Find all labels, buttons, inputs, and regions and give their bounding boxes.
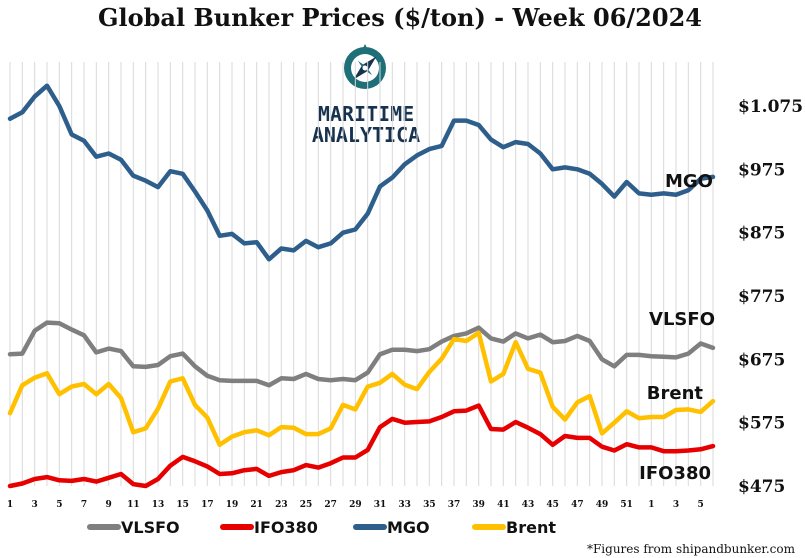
- label-vlsfo: VLSFO: [649, 309, 715, 330]
- label-mgo: MGO: [665, 171, 713, 192]
- legend-label-mgo: MGO: [387, 518, 430, 537]
- x-tick-label: 9: [106, 500, 112, 510]
- label-brent: Brent: [647, 383, 704, 404]
- x-tick-label: 25: [300, 500, 313, 510]
- legend: VLSFO IFO380 MGO Brent: [87, 518, 556, 537]
- x-tick-label: 11: [127, 500, 140, 510]
- x-tick-label: 45: [546, 500, 559, 510]
- y-tick-label: $875: [738, 224, 785, 244]
- x-tick-label: 43: [522, 500, 535, 510]
- y-axis-ticks: $475 $575 $675 $775 $875 $975 $1.075: [738, 97, 803, 497]
- series-line-mgo: [7, 83, 716, 262]
- x-tick-label: 31: [374, 500, 387, 510]
- x-tick-label: 5: [698, 500, 704, 510]
- x-tick-label: 5: [56, 500, 62, 510]
- x-tick-label: 23: [275, 500, 288, 510]
- chart-title: Global Bunker Prices ($/ton) - Week 06/2…: [98, 3, 702, 32]
- x-tick-label: 27: [324, 500, 337, 510]
- x-tick-label: 21: [250, 500, 263, 510]
- legend-label-brent: Brent: [506, 518, 556, 537]
- series-line-vlsfo: [7, 320, 716, 388]
- x-tick-label: 13: [152, 500, 165, 510]
- x-tick-label: 41: [497, 500, 510, 510]
- x-tick-label: 29: [349, 500, 362, 510]
- x-tick-label: 35: [423, 500, 436, 510]
- y-tick-label: $1.075: [738, 97, 803, 117]
- y-tick-label: $775: [738, 287, 785, 307]
- x-tick-label: 47: [571, 500, 584, 510]
- legend-label-vlsfo: VLSFO: [121, 518, 180, 537]
- x-tick-label: 1: [648, 500, 654, 510]
- y-tick-label: $675: [738, 350, 785, 370]
- x-tick-label: 3: [32, 500, 38, 510]
- series-line-brent: [7, 330, 716, 448]
- logo-line2: ANALYTICA: [312, 123, 420, 147]
- x-axis-ticks: 1 3 5 7 9 11 13 15 17 19 21 23 25 27 29 31 33 35 37 39 41 43 4…: [7, 500, 704, 510]
- series-lines: [7, 83, 716, 489]
- series-line-ifo380: [7, 403, 716, 489]
- x-tick-label: 1: [7, 500, 13, 510]
- x-tick-label: 33: [398, 500, 411, 510]
- logo-line1: MARITIME: [318, 102, 414, 126]
- label-ifo380: IFO380: [639, 463, 711, 484]
- x-tick-label: 15: [176, 500, 189, 510]
- x-tick-label: 19: [226, 500, 239, 510]
- maritime-analytica-logo: MARITIME ANALYTICA: [312, 44, 420, 147]
- x-tick-label: 17: [201, 500, 214, 510]
- compass-icon: [344, 44, 386, 89]
- x-tick-label: 51: [620, 500, 633, 510]
- x-tick-label: 7: [81, 500, 87, 510]
- y-tick-label: $975: [738, 160, 785, 180]
- y-tick-label: $475: [738, 477, 785, 497]
- x-tick-label: 39: [472, 500, 485, 510]
- legend-label-ifo380: IFO380: [254, 518, 318, 537]
- x-tick-label: 37: [448, 500, 461, 510]
- x-tick-label: 3: [673, 500, 679, 510]
- x-tick-label: 49: [596, 500, 609, 510]
- y-tick-label: $575: [738, 414, 785, 434]
- footnote: *Figures from shipandbunker.com: [587, 542, 796, 556]
